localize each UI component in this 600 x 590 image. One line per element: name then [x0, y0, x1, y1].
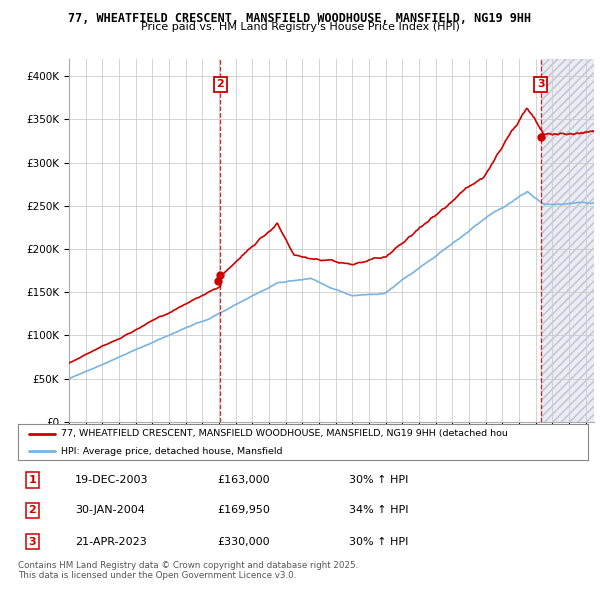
Bar [541, 59, 594, 422]
Text: 30% ↑ HPI: 30% ↑ HPI [349, 475, 408, 485]
Text: 30-JAN-2004: 30-JAN-2004 [75, 506, 145, 515]
Text: 19-DEC-2003: 19-DEC-2003 [75, 475, 149, 485]
Text: 34% ↑ HPI: 34% ↑ HPI [349, 506, 408, 515]
Text: £163,000: £163,000 [218, 475, 270, 485]
Text: Price paid vs. HM Land Registry's House Price Index (HPI): Price paid vs. HM Land Registry's House … [140, 22, 460, 32]
Text: 77, WHEATFIELD CRESCENT, MANSFIELD WOODHOUSE, MANSFIELD, NG19 9HH (detached hou: 77, WHEATFIELD CRESCENT, MANSFIELD WOODH… [61, 430, 508, 438]
Text: 21-APR-2023: 21-APR-2023 [75, 536, 147, 546]
Text: £169,950: £169,950 [218, 506, 271, 515]
Bar [541, 59, 594, 422]
Text: 3: 3 [537, 80, 544, 90]
Text: 30% ↑ HPI: 30% ↑ HPI [349, 536, 408, 546]
Text: 77, WHEATFIELD CRESCENT, MANSFIELD WOODHOUSE, MANSFIELD, NG19 9HH: 77, WHEATFIELD CRESCENT, MANSFIELD WOODH… [68, 12, 532, 25]
Text: HPI: Average price, detached house, Mansfield: HPI: Average price, detached house, Mans… [61, 447, 282, 455]
Text: £330,000: £330,000 [218, 536, 270, 546]
Text: 1: 1 [28, 475, 36, 485]
Text: 2: 2 [217, 80, 224, 90]
Text: 3: 3 [28, 536, 36, 546]
Text: Contains HM Land Registry data © Crown copyright and database right 2025.
This d: Contains HM Land Registry data © Crown c… [18, 560, 358, 580]
Text: 2: 2 [28, 506, 36, 515]
